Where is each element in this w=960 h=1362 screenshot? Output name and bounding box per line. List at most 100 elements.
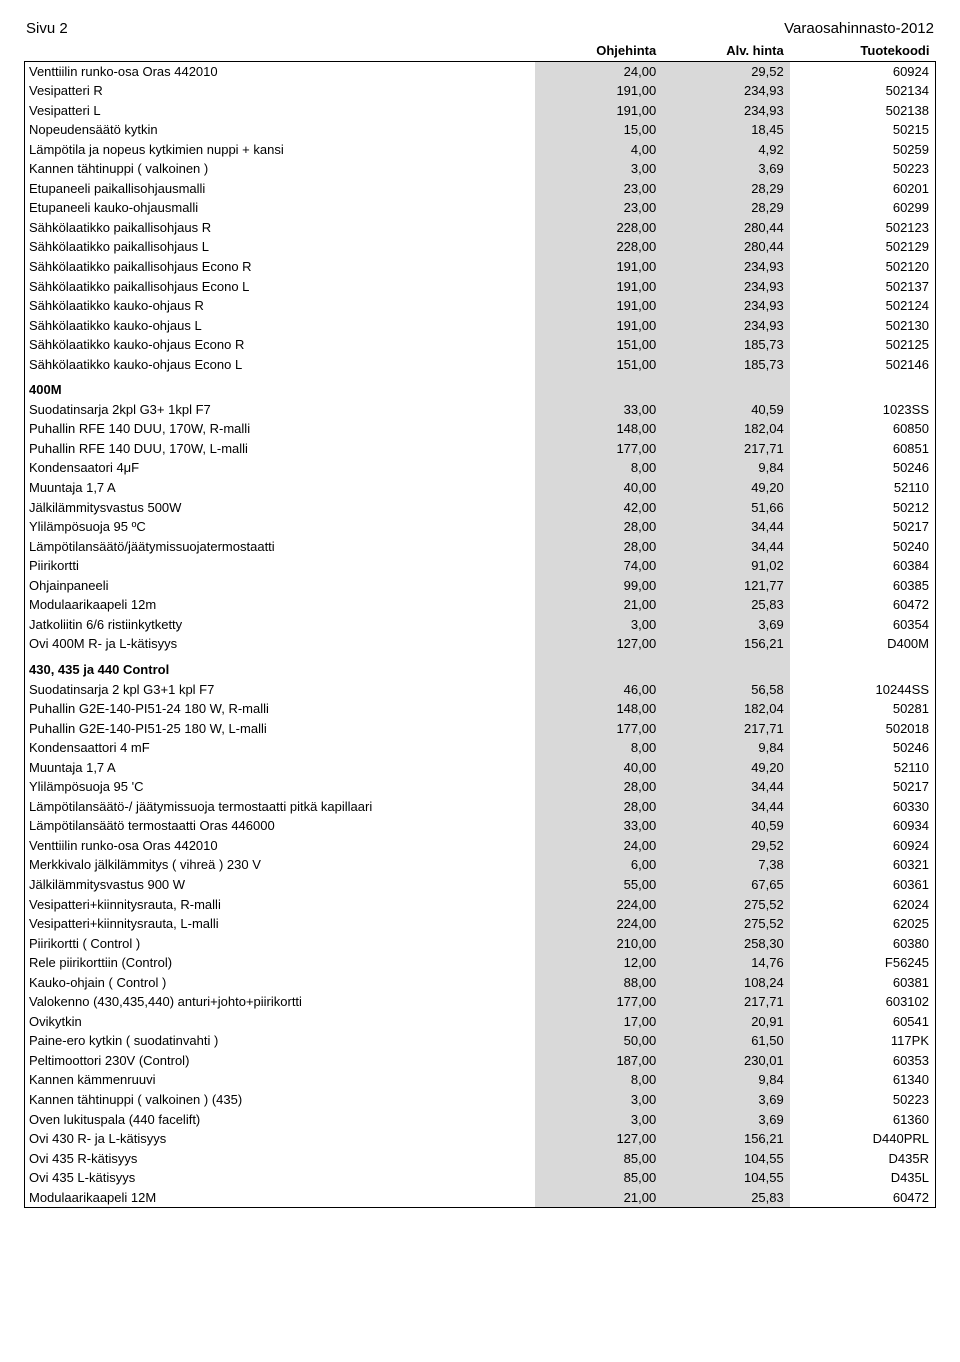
- cell-label: Lämpötila ja nopeus kytkimien nuppi + ka…: [25, 140, 535, 160]
- cell-code: D435L: [790, 1168, 936, 1188]
- cell-alvhinta: 275,52: [662, 914, 790, 934]
- page-header: Sivu 2 Varaosahinnasto-2012: [26, 20, 934, 37]
- cell-alvhinta: 34,44: [662, 797, 790, 817]
- cell-alvhinta: 275,52: [662, 895, 790, 915]
- cell-ohjehinta: 85,00: [535, 1149, 663, 1169]
- cell-code: 502125: [790, 335, 936, 355]
- cell-code: 60850: [790, 419, 936, 439]
- cell-code: 603102: [790, 992, 936, 1012]
- table-row: Sähkölaatikko kauko-ohjaus Econo L151,00…: [25, 355, 936, 375]
- cell-alvhinta: 14,76: [662, 953, 790, 973]
- cell-alvhinta: 234,93: [662, 277, 790, 297]
- cell-code: 502120: [790, 257, 936, 277]
- cell-code: 502018: [790, 719, 936, 739]
- col-header-alvhinta: Alv. hinta: [662, 41, 790, 61]
- cell-ohjehinta: 191,00: [535, 316, 663, 336]
- table-row: Etupaneeli paikallisohjausmalli23,0028,2…: [25, 179, 936, 199]
- cell-alvhinta: 104,55: [662, 1168, 790, 1188]
- cell-label: Ovi 435 L-kätisyys: [25, 1168, 535, 1188]
- cell-code: 60472: [790, 1188, 936, 1208]
- cell-label: Kondensaattori 4 mF: [25, 738, 535, 758]
- cell-ohjehinta: 55,00: [535, 875, 663, 895]
- cell-ohjehinta: 28,00: [535, 517, 663, 537]
- cell-code: 60299: [790, 198, 936, 218]
- cell-code: 117PK: [790, 1031, 936, 1051]
- cell-ohjehinta: 191,00: [535, 257, 663, 277]
- table-row: Lämpötila ja nopeus kytkimien nuppi + ka…: [25, 140, 936, 160]
- cell-label: Ylilämpösuoja 95 'C: [25, 777, 535, 797]
- cell-code: 50217: [790, 777, 936, 797]
- cell-code: D435R: [790, 1149, 936, 1169]
- cell-alvhinta: 234,93: [662, 81, 790, 101]
- cell-label: Kauko-ohjain ( Control ): [25, 973, 535, 993]
- cell-label: Ovi 400M R- ja L-kätisyys: [25, 634, 535, 654]
- cell-label: Puhallin G2E-140-PI51-25 180 W, L-malli: [25, 719, 535, 739]
- cell-label: Sähkölaatikko kauko-ohjaus Econo L: [25, 355, 535, 375]
- cell-label: Kondensaatori 4μF: [25, 458, 535, 478]
- cell-label: Sähkölaatikko paikallisohjaus Econo R: [25, 257, 535, 277]
- cell-ohjehinta: 177,00: [535, 439, 663, 459]
- cell-alvhinta: 217,71: [662, 719, 790, 739]
- cell-alvhinta: 20,91: [662, 1012, 790, 1032]
- table-row: Oven lukituspala (440 facelift)3,003,696…: [25, 1110, 936, 1130]
- cell-alvhinta: [662, 380, 790, 400]
- cell-ohjehinta: 88,00: [535, 973, 663, 993]
- cell-label: Sähkölaatikko kauko-ohjaus L: [25, 316, 535, 336]
- price-table: Ohjehinta Alv. hinta Tuotekoodi Venttiil…: [24, 41, 936, 1208]
- cell-code: 50240: [790, 537, 936, 557]
- cell-code: 60385: [790, 576, 936, 596]
- cell-label: Vesipatteri+kiinnitysrauta, L-malli: [25, 914, 535, 934]
- cell-ohjehinta: 151,00: [535, 335, 663, 355]
- cell-alvhinta: 40,59: [662, 816, 790, 836]
- cell-ohjehinta: 15,00: [535, 120, 663, 140]
- cell-ohjehinta: 23,00: [535, 198, 663, 218]
- table-row: Valokenno (430,435,440) anturi+johto+pii…: [25, 992, 936, 1012]
- table-row: Jälkilämmitysvastus 900 W55,0067,6560361: [25, 875, 936, 895]
- table-row: Vesipatteri+kiinnitysrauta, R-malli224,0…: [25, 895, 936, 915]
- table-row: Ylilämpösuoja 95 'C28,0034,4450217: [25, 777, 936, 797]
- cell-label: Vesipatteri+kiinnitysrauta, R-malli: [25, 895, 535, 915]
- cell-code: 60934: [790, 816, 936, 836]
- cell-ohjehinta: 3,00: [535, 1090, 663, 1110]
- cell-code: 50281: [790, 699, 936, 719]
- cell-code: 62025: [790, 914, 936, 934]
- cell-code: 60380: [790, 934, 936, 954]
- cell-label: Peltimoottori 230V (Control): [25, 1051, 535, 1071]
- cell-label: Puhallin G2E-140-PI51-24 180 W, R-malli: [25, 699, 535, 719]
- cell-ohjehinta: 127,00: [535, 1129, 663, 1149]
- cell-label: Kannen tähtinuppi ( valkoinen ) (435): [25, 1090, 535, 1110]
- cell-code: [790, 380, 936, 400]
- cell-label: Muuntaja 1,7 A: [25, 478, 535, 498]
- table-row: Vesipatteri+kiinnitysrauta, L-malli224,0…: [25, 914, 936, 934]
- cell-alvhinta: 4,92: [662, 140, 790, 160]
- table-row: Kannen tähtinuppi ( valkoinen ) (435)3,0…: [25, 1090, 936, 1110]
- table-row: Peltimoottori 230V (Control)187,00230,01…: [25, 1051, 936, 1071]
- table-row: Nopeudensäätö kytkin15,0018,4550215: [25, 120, 936, 140]
- cell-label: Vesipatteri R: [25, 81, 535, 101]
- cell-label: Modulaarikaapeli 12m: [25, 595, 535, 615]
- cell-alvhinta: 234,93: [662, 316, 790, 336]
- cell-label: Suodatinsarja 2kpl G3+ 1kpl F7: [25, 400, 535, 420]
- table-row: Puhallin RFE 140 DUU, 170W, R-malli148,0…: [25, 419, 936, 439]
- table-row: Sähkölaatikko kauko-ohjaus L191,00234,93…: [25, 316, 936, 336]
- cell-ohjehinta: 177,00: [535, 992, 663, 1012]
- cell-code: 60321: [790, 855, 936, 875]
- cell-code: 60384: [790, 556, 936, 576]
- cell-label: Kannen tähtinuppi ( valkoinen ): [25, 159, 535, 179]
- cell-ohjehinta: 46,00: [535, 680, 663, 700]
- cell-alvhinta: 29,52: [662, 836, 790, 856]
- cell-ohjehinta: 177,00: [535, 719, 663, 739]
- table-row: Ovikytkin17,0020,9160541: [25, 1012, 936, 1032]
- cell-alvhinta: 217,71: [662, 992, 790, 1012]
- cell-label: Sähkölaatikko paikallisohjaus R: [25, 218, 535, 238]
- cell-ohjehinta: 228,00: [535, 218, 663, 238]
- cell-alvhinta: 3,69: [662, 1090, 790, 1110]
- cell-ohjehinta: 28,00: [535, 537, 663, 557]
- cell-ohjehinta: 191,00: [535, 101, 663, 121]
- cell-label: Suodatinsarja 2 kpl G3+1 kpl F7: [25, 680, 535, 700]
- cell-label: Sähkölaatikko paikallisohjaus Econo L: [25, 277, 535, 297]
- cell-ohjehinta: 191,00: [535, 296, 663, 316]
- cell-label: Venttiilin runko-osa Oras 442010: [25, 61, 535, 81]
- table-row: Ovi 400M R- ja L-kätisyys127,00156,21D40…: [25, 634, 936, 654]
- table-row: Venttiilin runko-osa Oras 44201024,0029,…: [25, 836, 936, 856]
